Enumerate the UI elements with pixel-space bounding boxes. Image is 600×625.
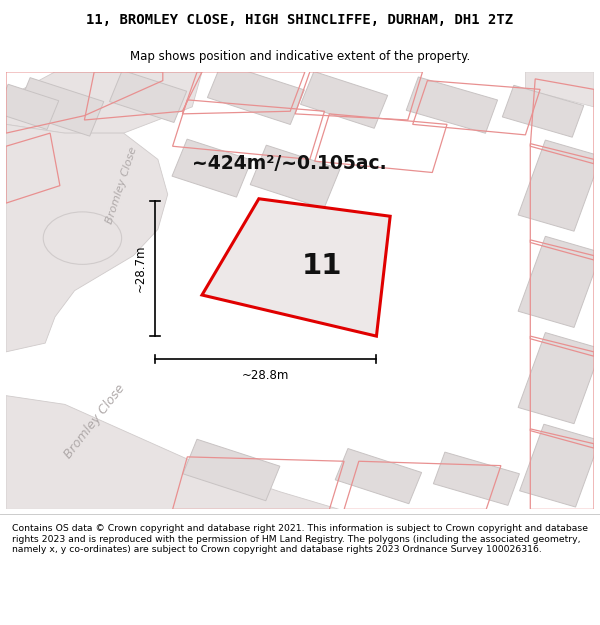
Text: Bromley Close: Bromley Close — [104, 146, 139, 226]
Ellipse shape — [43, 212, 122, 264]
Text: ~28.8m: ~28.8m — [242, 369, 289, 382]
Text: ~424m²/~0.105ac.: ~424m²/~0.105ac. — [192, 154, 387, 173]
Polygon shape — [301, 71, 388, 128]
Polygon shape — [6, 124, 168, 352]
Polygon shape — [250, 145, 340, 209]
Text: Bromley Close: Bromley Close — [61, 382, 127, 461]
Polygon shape — [110, 70, 187, 122]
Polygon shape — [16, 78, 104, 136]
Polygon shape — [502, 85, 584, 138]
Polygon shape — [208, 63, 304, 124]
Polygon shape — [433, 452, 520, 506]
Polygon shape — [183, 439, 280, 501]
Polygon shape — [172, 139, 251, 197]
Polygon shape — [6, 396, 339, 509]
Text: ~28.7m: ~28.7m — [134, 245, 147, 292]
Polygon shape — [202, 199, 390, 336]
Polygon shape — [526, 72, 594, 107]
Polygon shape — [0, 84, 59, 129]
Polygon shape — [520, 424, 600, 507]
Polygon shape — [6, 72, 202, 133]
Text: 11, BROMLEY CLOSE, HIGH SHINCLIFFE, DURHAM, DH1 2TZ: 11, BROMLEY CLOSE, HIGH SHINCLIFFE, DURH… — [86, 13, 514, 27]
Polygon shape — [335, 449, 422, 504]
Text: Contains OS data © Crown copyright and database right 2021. This information is : Contains OS data © Crown copyright and d… — [12, 524, 588, 554]
Polygon shape — [518, 140, 600, 231]
Text: Map shows position and indicative extent of the property.: Map shows position and indicative extent… — [130, 49, 470, 62]
Polygon shape — [518, 332, 600, 424]
Polygon shape — [406, 77, 497, 133]
Text: 11: 11 — [301, 252, 342, 280]
Polygon shape — [518, 236, 600, 328]
